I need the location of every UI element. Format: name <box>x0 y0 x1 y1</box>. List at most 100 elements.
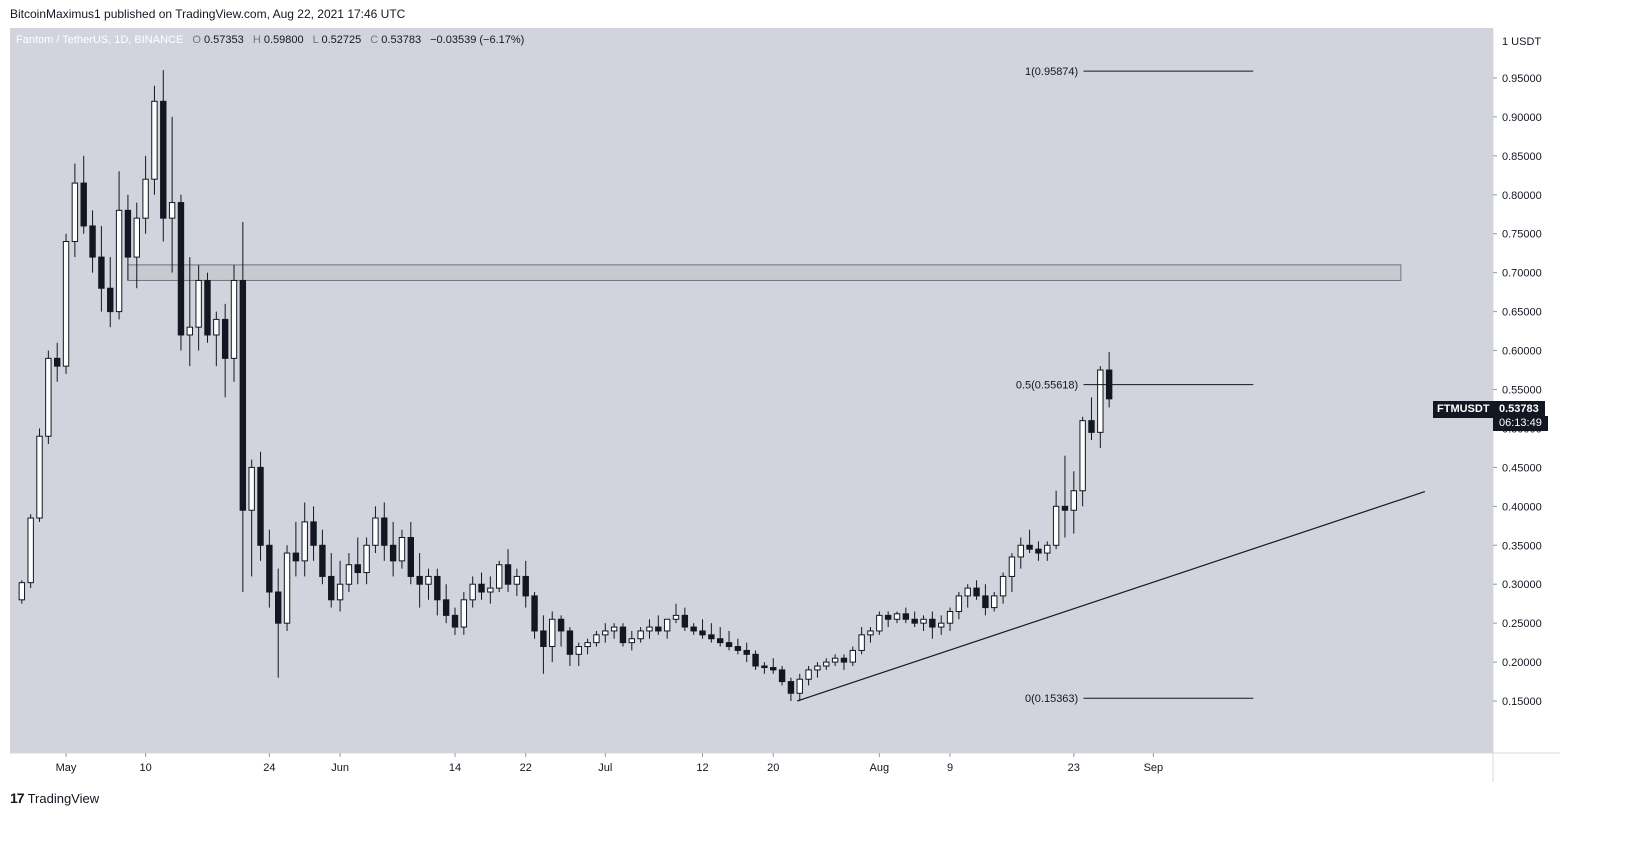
candle-body <box>354 564 361 574</box>
candle-body <box>160 100 167 219</box>
candle <box>416 553 423 608</box>
candle <box>336 560 344 612</box>
legend-open-value: 0.57353 <box>204 34 244 46</box>
candle <box>283 545 291 631</box>
candle-body <box>911 618 918 624</box>
plot-area <box>10 28 1493 753</box>
candle <box>80 155 87 234</box>
candle-body <box>752 653 759 667</box>
candle-body <box>513 575 521 585</box>
candle <box>999 572 1007 604</box>
candle-body <box>1052 505 1060 546</box>
x-tick-label: 14 <box>449 762 461 774</box>
candle-body <box>946 610 954 624</box>
candle <box>734 638 742 655</box>
candle-body <box>336 583 344 601</box>
candle <box>115 171 123 320</box>
candle-body <box>142 178 149 219</box>
y-tick-label: 0.15000 <box>1502 696 1542 708</box>
candle <box>690 623 697 635</box>
candle <box>566 627 574 667</box>
candle-body <box>124 209 132 258</box>
candle-body <box>310 521 317 546</box>
candle-body <box>920 618 927 624</box>
candle-body <box>416 575 423 585</box>
candle <box>814 662 821 678</box>
candle-body <box>301 521 308 562</box>
y-tick-label: 0.80000 <box>1502 190 1542 202</box>
candle-body <box>1088 420 1095 433</box>
candle-body <box>672 614 680 620</box>
candle-body <box>133 217 140 258</box>
publisher-line: BitcoinMaximus1 published on TradingView… <box>10 7 406 21</box>
legend-high-value: 0.59800 <box>263 34 304 46</box>
footer-brand[interactable]: 17 TradingView <box>10 790 99 806</box>
candle-body <box>62 241 70 367</box>
candle-body <box>557 618 565 632</box>
candle-body <box>929 618 936 628</box>
candle <box>195 264 202 351</box>
candle <box>328 553 335 608</box>
y-tick-label: 0.30000 <box>1502 579 1542 591</box>
candle-body <box>469 583 476 601</box>
y-tick-label: 0.85000 <box>1502 151 1542 163</box>
candle-body <box>1079 420 1086 492</box>
candlestick-chart[interactable]: 1(0.95874) 0.5(0.55618) 0(0.15363) 0.15000… <box>10 28 1560 782</box>
candle-body <box>451 614 459 628</box>
candle <box>221 303 229 398</box>
candle <box>619 623 627 647</box>
candle-body <box>230 279 238 359</box>
candle <box>142 155 149 234</box>
y-tick-label: 0.40000 <box>1502 501 1542 513</box>
candle <box>849 646 856 667</box>
candle <box>672 603 680 624</box>
candle <box>204 272 211 343</box>
candle-body <box>867 630 874 636</box>
candle-body <box>619 626 627 644</box>
candle <box>911 611 918 628</box>
legend-change: −0.03539 (−6.17%) <box>430 34 525 46</box>
candle <box>787 677 795 702</box>
candle <box>36 428 43 522</box>
candle <box>531 592 538 639</box>
candle-body <box>372 517 379 546</box>
candle-body <box>814 665 821 671</box>
candle-body <box>734 646 742 651</box>
candle <box>98 225 105 312</box>
candle-body <box>213 318 220 336</box>
candle <box>823 658 830 670</box>
candle-body <box>999 575 1007 597</box>
candle <box>1097 366 1104 448</box>
candle <box>805 666 812 686</box>
candle <box>18 580 26 604</box>
candle <box>708 623 715 643</box>
candle <box>628 630 635 651</box>
candle <box>89 210 96 273</box>
candle-body <box>275 591 282 624</box>
candle <box>54 342 61 382</box>
candle-body <box>1008 556 1016 577</box>
candle <box>504 549 512 593</box>
candle <box>407 521 415 585</box>
candle-body <box>36 435 43 519</box>
y-tick-label: 0.60000 <box>1502 346 1542 358</box>
candle-body <box>186 326 194 336</box>
candle <box>831 654 839 667</box>
candle <box>955 592 963 620</box>
candle <box>177 194 185 351</box>
candle <box>266 529 273 608</box>
candle <box>71 163 79 258</box>
y-tick-label: 0.20000 <box>1502 657 1542 669</box>
candle-body <box>902 613 910 620</box>
support-trendline <box>796 490 1426 702</box>
candle-body <box>699 630 706 636</box>
time-axis-area <box>10 753 1560 782</box>
candle-body <box>504 564 512 585</box>
candle-body <box>98 256 105 289</box>
candle <box>902 607 910 624</box>
candle-body <box>663 618 671 632</box>
candle <box>973 580 980 600</box>
candle <box>275 568 282 678</box>
x-tick-label: 24 <box>263 762 275 774</box>
candle-body <box>893 613 901 620</box>
